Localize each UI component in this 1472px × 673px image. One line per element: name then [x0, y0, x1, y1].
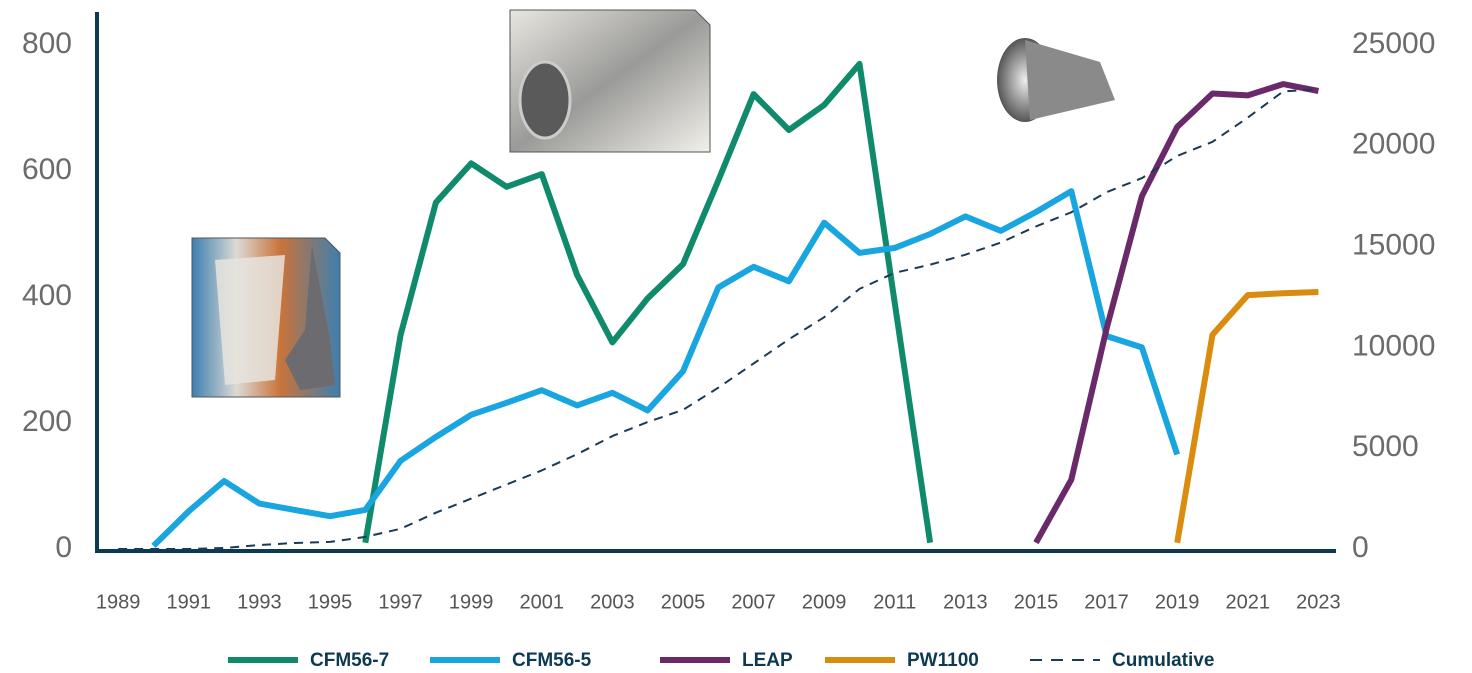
legend-label: CFM56-7 [310, 650, 389, 671]
x-tick-label: 2015 [1014, 591, 1059, 613]
x-tick-label: 2017 [1084, 591, 1129, 613]
x-tick-label: 2005 [661, 591, 706, 613]
y2-tick-label: 20000 [1352, 128, 1435, 161]
x-tick-label: 2009 [802, 591, 847, 613]
legend-label: Cumulative [1112, 650, 1214, 671]
photo-nozzle [997, 38, 1115, 122]
series-line [151, 188, 1181, 549]
x-tick-label: 2019 [1155, 591, 1200, 613]
x-tick-label: 2007 [731, 591, 776, 613]
series-line [362, 60, 934, 544]
x-tick-label: 2023 [1296, 591, 1341, 613]
x-tick-label: 2013 [943, 591, 988, 613]
y-tick-label: 200 [22, 405, 72, 438]
x-tick-label: 1991 [167, 591, 212, 613]
photo-cones [191, 237, 341, 398]
x-tick-label: 2001 [520, 591, 565, 613]
y2-tick-label: 15000 [1352, 229, 1435, 262]
x-tick-label: 2011 [873, 591, 916, 613]
y2-tick-label: 10000 [1352, 329, 1435, 362]
y-tick-label: 400 [22, 279, 72, 312]
legend-label: CFM56-5 [512, 650, 592, 671]
x-tick-label: 1997 [378, 591, 423, 613]
y2-tick-label: 5000 [1352, 430, 1419, 463]
x-tick-label: 1999 [449, 591, 494, 613]
y2-tick-label: 25000 [1352, 27, 1435, 60]
series-line [1033, 81, 1319, 545]
photo-liner [509, 9, 711, 153]
x-tick-label: 2003 [590, 591, 635, 613]
x-tick-label: 1989 [96, 591, 141, 613]
x-tick-label: 2021 [1226, 591, 1271, 613]
legend-label: PW1100 [907, 650, 979, 671]
x-tick-label: 1993 [237, 591, 282, 613]
x-tick-label: 1995 [308, 591, 353, 613]
cumulative-line [118, 88, 1319, 550]
y2-tick-label: 0 [1352, 531, 1369, 564]
y-tick-label: 800 [22, 27, 72, 60]
y-tick-label: 600 [22, 153, 72, 186]
legend-label: LEAP [742, 650, 793, 671]
series-line [1174, 289, 1319, 544]
y-tick-label: 0 [55, 531, 72, 564]
